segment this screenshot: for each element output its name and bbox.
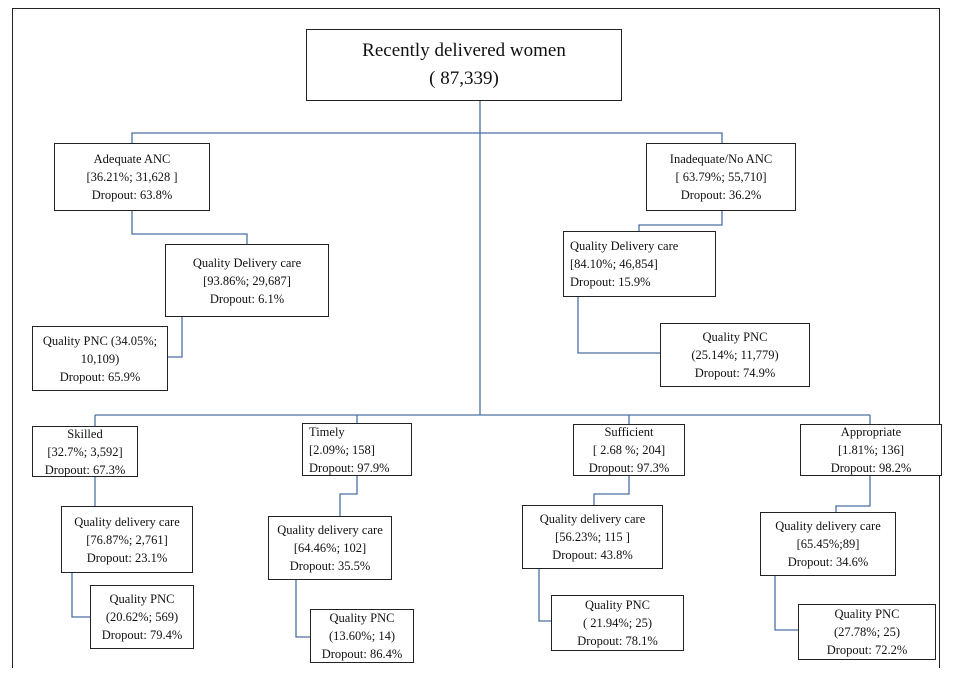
node-title: Quality delivery care (539, 512, 646, 526)
node-stats: [2.09%; 158] (309, 442, 375, 457)
node-dropout: Dropout: 34.6% (787, 555, 869, 569)
node-stats: [93.86%; 29,687] (203, 273, 291, 288)
node-dropout: Dropout: 23.1% (86, 550, 168, 565)
connector-inadequate-pnc (577, 297, 660, 354)
node-stats: [64.46%; 102] (293, 541, 367, 555)
node-timely-delivery-care: Quality delivery care [64.46%; 102] Drop… (268, 516, 392, 580)
node-dropout: Dropout: 6.1% (209, 291, 285, 306)
node-stats: (27.78%; 25) (834, 625, 900, 639)
connector-root-adequate (131, 132, 480, 143)
node-sufficient-delivery-care: Quality delivery care [56.23%; 115 ] Dro… (522, 505, 663, 569)
node-appropriate: Appropriate [1.81%; 136] Dropout: 98.2% (800, 424, 942, 476)
node-adequate-pnc: Quality PNC (34.05%; 10,109) Dropout: 65… (32, 326, 168, 391)
node-title: Quality delivery care (74, 514, 180, 529)
node-inadequate-anc: Inadequate/No ANC [ 63.79%; 55,710] Drop… (646, 143, 796, 211)
node-skilled-pnc: Quality PNC (20.62%; 569) Dropout: 79.4% (90, 585, 194, 649)
node-title: Quality delivery care (775, 519, 881, 533)
node-dropout: Dropout: 65.9% (59, 369, 141, 384)
node-dropout: Dropout: 15.9% (570, 275, 651, 289)
connector-sufficient-pnc (538, 569, 551, 622)
node-inadequate-pnc: Quality PNC (25.14%; 11,779) Dropout: 74… (660, 323, 810, 387)
node-stats: [32.7%; 3,592] (47, 444, 123, 459)
node-title: Quality PNC (329, 611, 395, 625)
node-appropriate-pnc: Quality PNC (27.78%; 25) Dropout: 72.2% (798, 604, 936, 660)
node-title: Recently delivered women (362, 40, 566, 61)
node-appropriate-delivery-care: Quality delivery care [65.45%;89] Dropou… (760, 512, 896, 576)
node-dropout: Dropout: 74.9% (694, 366, 776, 380)
node-stats: [84.10%; 46,854] (570, 257, 658, 271)
node-stats: [36.21%; 31,628 ] (86, 170, 178, 184)
node-stats: [56.23%; 115 ] (555, 530, 630, 544)
node-dropout: Dropout: 72.2% (826, 643, 908, 657)
node-dropout: Dropout: 36.2% (680, 188, 762, 202)
connector-appropriate-delivery (835, 476, 871, 512)
node-title: Sufficient (604, 425, 654, 439)
connector-inadequate-delivery (638, 211, 723, 231)
node-title: Quality Delivery care (570, 239, 679, 253)
node-adequate-delivery-care: Quality Delivery care [93.86%; 29,687] D… (165, 244, 329, 317)
node-dropout: Dropout: 43.8% (552, 548, 633, 562)
node-stats: (25.14%; 11,779) (691, 348, 779, 362)
node-title: Quality PNC (702, 330, 768, 344)
node-stats: [76.87%; 2,761] (86, 532, 168, 547)
node-dropout: Dropout: 78.1% (577, 634, 658, 648)
connector-root-inadequate (480, 132, 723, 143)
node-count: ( 87,339) (429, 68, 499, 89)
node-title: Quality PNC (109, 592, 175, 606)
node-title: Inadequate/No ANC (669, 152, 773, 166)
node-stats: 10,109) (80, 351, 120, 366)
node-stats: (13.60%; 14) (329, 629, 395, 643)
node-dropout: Dropout: 35.5% (289, 559, 371, 573)
node-adequate-anc: Adequate ANC [36.21%; 31,628 ] Dropout: … (54, 143, 210, 211)
connector-adequate-delivery (131, 211, 248, 244)
node-timely-pnc: Quality PNC (13.60%; 14) Dropout: 86.4% (310, 609, 414, 663)
node-stats: [ 2.68 %; 204] (592, 443, 666, 457)
node-stats: [ 63.79%; 55,710] (675, 170, 767, 184)
node-title: Skilled (67, 426, 103, 441)
node-title: Timely (309, 424, 345, 439)
node-recently-delivered: Recently delivered women ( 87,339) (306, 29, 622, 101)
node-title: Quality PNC (585, 598, 650, 612)
connector-timely-delivery (339, 476, 358, 516)
node-skilled: Skilled [32.7%; 3,592] Dropout: 67.3% (32, 426, 138, 477)
node-skilled-delivery-care: Quality delivery care [76.87%; 2,761] Dr… (61, 506, 193, 573)
node-stats: (20.62%; 569) (105, 610, 179, 624)
node-dropout: Dropout: 79.4% (101, 628, 183, 642)
node-dropout: Dropout: 97.3% (588, 461, 670, 475)
node-dropout: Dropout: 67.3% (44, 462, 126, 477)
node-dropout: Dropout: 98.2% (830, 461, 912, 475)
node-title: Quality PNC (834, 607, 900, 621)
node-dropout: Dropout: 97.9% (309, 460, 390, 475)
node-title: Quality Delivery care (192, 255, 302, 270)
connector-timely-pnc (295, 580, 310, 638)
node-stats: [65.45%;89] (796, 537, 860, 551)
connector-skilled-pnc (71, 573, 90, 618)
diagram-frame (12, 8, 940, 668)
node-title: Quality delivery care (277, 523, 383, 537)
node-inadequate-delivery-care: Quality Delivery care [84.10%; 46,854] D… (563, 231, 716, 297)
node-sufficient-pnc: Quality PNC ( 21.94%; 25) Dropout: 78.1% (551, 595, 684, 651)
node-title: Adequate ANC (93, 152, 171, 166)
node-dropout: Dropout: 63.8% (91, 188, 173, 202)
node-sufficient: Sufficient [ 2.68 %; 204] Dropout: 97.3% (573, 424, 685, 476)
node-title: Quality PNC (34.05%; (42, 333, 158, 348)
connector-appropriate-pnc (774, 576, 798, 631)
connector-sufficient-delivery (593, 476, 630, 505)
connector-adequate-pnc (168, 317, 183, 358)
node-timely: Timely [2.09%; 158] Dropout: 97.9% (302, 423, 412, 476)
node-stats: [1.81%; 136] (838, 443, 904, 457)
node-title: Appropriate (840, 425, 902, 439)
node-dropout: Dropout: 86.4% (321, 647, 403, 661)
node-stats: ( 21.94%; 25) (582, 616, 653, 630)
